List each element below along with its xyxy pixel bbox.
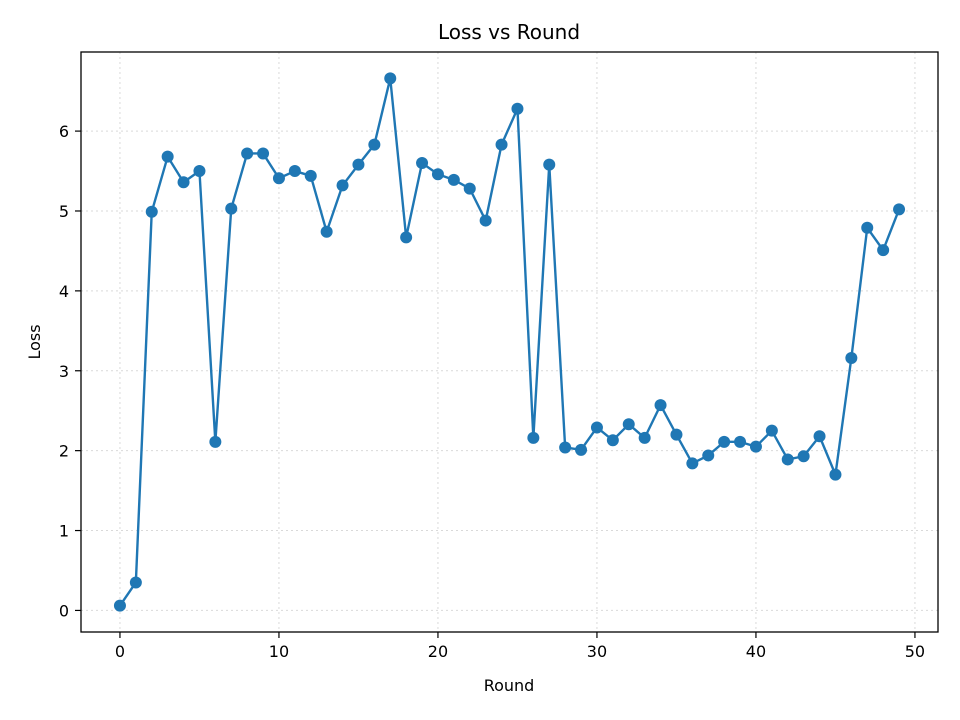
data-point (718, 435, 731, 448)
y-tick-label: 2 (59, 442, 69, 461)
x-tick-label: 20 (428, 642, 448, 661)
data-point (384, 72, 397, 85)
data-point (288, 165, 301, 178)
data-point (431, 168, 444, 181)
data-point (702, 449, 715, 462)
data-point (352, 158, 365, 171)
data-point (654, 399, 667, 412)
data-point (479, 214, 492, 227)
data-point (400, 231, 413, 244)
data-point (304, 169, 317, 182)
y-tick-label: 1 (59, 522, 69, 541)
y-tick-label: 0 (59, 601, 69, 620)
data-point (511, 102, 524, 115)
data-point (575, 443, 588, 456)
data-point (447, 173, 460, 186)
data-point (638, 431, 651, 444)
x-axis-label: Round (484, 676, 535, 695)
data-point (527, 431, 540, 444)
data-point (781, 453, 794, 466)
plot-frame (80, 51, 939, 633)
data-point (225, 202, 238, 215)
data-point (161, 150, 174, 163)
data-point (734, 435, 747, 448)
data-point (257, 147, 270, 160)
data-point (606, 434, 619, 447)
data-point (813, 430, 826, 443)
data-point (193, 165, 206, 178)
y-axis-label: Loss (25, 324, 44, 359)
data-point (495, 138, 508, 151)
data-point (686, 457, 699, 470)
data-point (861, 221, 874, 234)
data-point (177, 176, 190, 189)
data-point (368, 138, 381, 151)
data-point (765, 424, 778, 437)
x-tick-label: 50 (905, 642, 925, 661)
y-tick-label: 3 (59, 362, 69, 381)
data-point (670, 428, 683, 441)
tick-layer: 0 10 20 30 40 50 0 1 2 3 4 5 6 (59, 122, 925, 661)
data-point (622, 418, 635, 431)
x-tick-label: 10 (269, 642, 289, 661)
x-tick-label: 30 (587, 642, 607, 661)
data-point (845, 351, 858, 364)
y-tick-label: 4 (59, 282, 69, 301)
x-tick-label: 0 (115, 642, 125, 661)
data-point (241, 147, 254, 160)
data-point (797, 450, 810, 463)
data-point (416, 157, 429, 170)
grid-layer (81, 52, 938, 632)
data-point (113, 599, 126, 612)
chart-title: Loss vs Round (438, 20, 580, 44)
data-point (590, 421, 603, 434)
x-tick-label: 40 (746, 642, 766, 661)
data-point (877, 244, 890, 257)
data-point (336, 179, 349, 192)
data-point (543, 158, 556, 171)
data-point (829, 468, 842, 481)
data-point (129, 576, 142, 589)
data-point (893, 203, 906, 216)
y-tick-label: 6 (59, 122, 69, 141)
data-point (749, 440, 762, 453)
y-tick-label: 5 (59, 202, 69, 221)
marker-layer (113, 72, 906, 612)
data-point (272, 172, 285, 185)
data-point (559, 441, 572, 454)
data-point (320, 225, 333, 238)
data-point (209, 435, 222, 448)
data-point (463, 182, 476, 195)
data-point (145, 205, 158, 218)
